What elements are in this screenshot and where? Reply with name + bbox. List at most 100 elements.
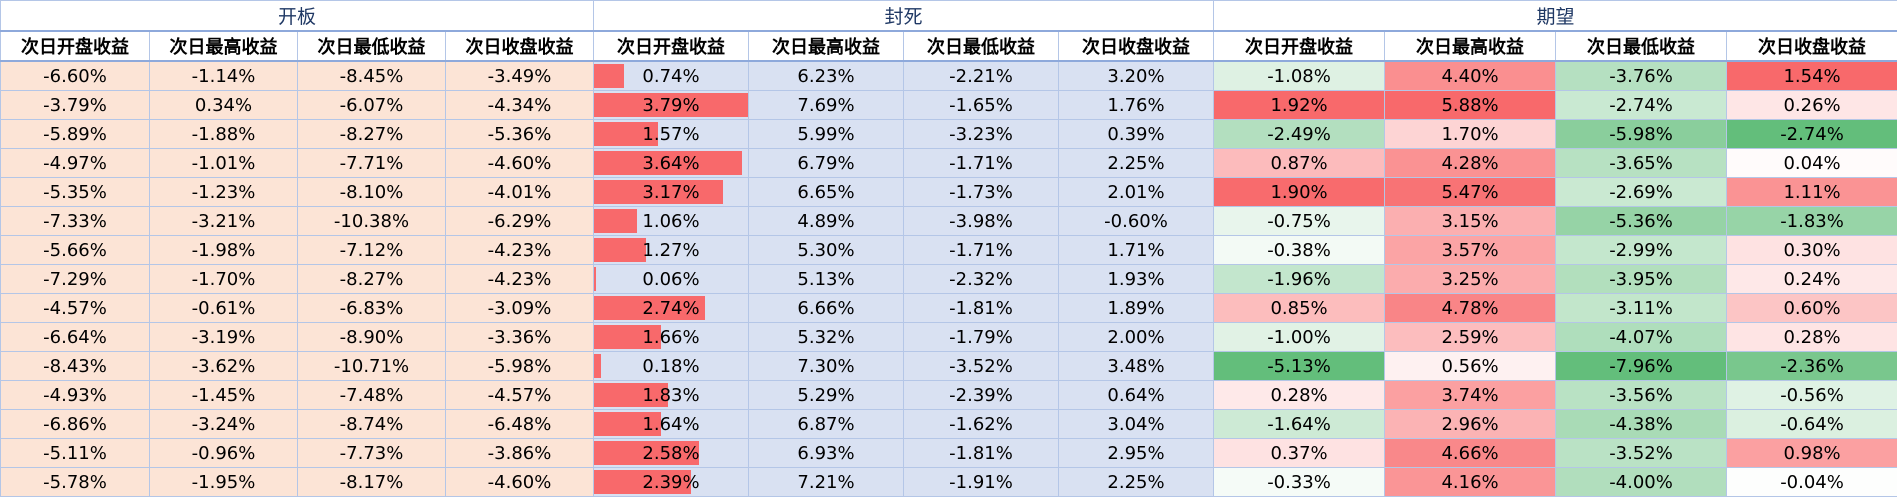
cell-value: 0.74%	[642, 65, 700, 87]
table-cell: -8.74%	[297, 409, 446, 439]
table-cell: 5.99%	[748, 119, 905, 149]
table-cell: -1.95%	[149, 467, 298, 497]
table-cell: -1.98%	[149, 235, 298, 265]
table-cell: -8.43%	[0, 351, 150, 381]
data-bar	[594, 325, 662, 349]
table-cell: -2.36%	[1726, 351, 1897, 381]
table-cell: 2.58%	[593, 438, 750, 468]
table-cell: 3.25%	[1384, 264, 1557, 294]
table-cell: -3.79%	[0, 90, 150, 120]
table-cell: -1.08%	[1213, 60, 1386, 91]
table-cell: -5.98%	[1555, 119, 1728, 149]
table-cell: -3.76%	[1555, 60, 1728, 91]
table-cell: 0.28%	[1726, 322, 1897, 352]
data-bar	[594, 470, 692, 494]
table-cell: 0.74%	[593, 60, 750, 91]
table-cell: -7.71%	[297, 148, 446, 178]
table-cell: 1.11%	[1726, 177, 1897, 207]
cell-value: 1.83%	[642, 384, 700, 406]
data-bar	[594, 238, 646, 262]
table-cell: 1.64%	[593, 409, 750, 439]
table-cell: 0.98%	[1726, 438, 1897, 468]
table-cell: 7.69%	[748, 90, 905, 120]
table-cell: -6.60%	[0, 60, 150, 91]
data-bar	[594, 151, 742, 175]
table-cell: -5.11%	[0, 438, 150, 468]
cell-value: 1.66%	[642, 326, 700, 348]
table-row: -6.64% -3.19% -8.90% -3.36% 1.66% 5.32% -1.79%…	[0, 322, 1897, 352]
table-cell: -2.99%	[1555, 235, 1728, 265]
table-cell: -5.36%	[1555, 206, 1728, 236]
table-cell: -1.81%	[903, 438, 1060, 468]
table-cell: 1.83%	[593, 380, 750, 410]
table-cell: -10.38%	[297, 206, 446, 236]
cell-value: 1.57%	[642, 123, 700, 145]
column-header: 次日最低收益	[297, 30, 446, 62]
table-cell: 2.25%	[1058, 148, 1215, 178]
table-cell: -5.89%	[0, 119, 150, 149]
cell-value: 2.39%	[642, 471, 700, 493]
column-header: 次日收盘收益	[1726, 30, 1897, 62]
table-cell: -7.73%	[297, 438, 446, 468]
cell-value: 1.64%	[642, 413, 700, 435]
table-cell: -7.96%	[1555, 351, 1728, 381]
table-row: -6.86% -3.24% -8.74% -6.48% 1.64% 6.87% -1.62%…	[0, 409, 1897, 439]
table-cell: -4.38%	[1555, 409, 1728, 439]
cell-value: 1.27%	[642, 239, 700, 261]
table-cell: 3.20%	[1058, 60, 1215, 91]
table-row: -4.97% -1.01% -7.71% -4.60% 3.64% 6.79% -1.71%…	[0, 148, 1897, 178]
table-cell: 1.06%	[593, 206, 750, 236]
table-body: -6.60% -1.14% -8.45% -3.49% 0.74% 6.23% -2.21%…	[0, 60, 1897, 497]
table-cell: 3.17%	[593, 177, 750, 207]
table-cell: -6.07%	[297, 90, 446, 120]
table-cell: 2.95%	[1058, 438, 1215, 468]
data-bar	[594, 441, 699, 465]
table-cell: 0.37%	[1213, 438, 1386, 468]
table-cell: 0.18%	[593, 351, 750, 381]
table-cell: -3.98%	[903, 206, 1060, 236]
table-cell: -1.23%	[149, 177, 298, 207]
table-cell: -6.64%	[0, 322, 150, 352]
table-cell: -3.36%	[444, 322, 595, 352]
table-cell: -5.98%	[444, 351, 595, 381]
data-bar	[594, 122, 658, 146]
table-cell: 4.40%	[1384, 60, 1557, 91]
table-cell: -2.39%	[903, 380, 1060, 410]
column-header: 次日开盘收益	[593, 30, 750, 62]
cell-value: 3.17%	[642, 181, 700, 203]
group-header-kaiban: 开板	[0, 0, 595, 32]
table-cell: -5.66%	[0, 235, 150, 265]
table-cell: -1.88%	[149, 119, 298, 149]
table-cell: -1.73%	[903, 177, 1060, 207]
table-cell: 1.27%	[593, 235, 750, 265]
group-header-qiwang: 期望	[1213, 0, 1897, 32]
table-row: -3.79% 0.34% -6.07% -4.34% 3.79% 7.69% -1.65% 1…	[0, 90, 1897, 120]
table-row: -5.66% -1.98% -7.12% -4.23% 1.27% 5.30% -1.71%…	[0, 235, 1897, 265]
table-row: -5.78% -1.95% -8.17% -4.60% 2.39% 7.21% -1.91%…	[0, 467, 1897, 497]
table-cell: -5.36%	[444, 119, 595, 149]
table-cell: -1.79%	[903, 322, 1060, 352]
table-cell: -2.49%	[1213, 119, 1386, 149]
table-cell: -3.24%	[149, 409, 298, 439]
group-header-row: 开板 封死 期望	[0, 0, 1897, 32]
table-row: -7.33% -3.21% -10.38% -6.29% 1.06% 4.89% -3.98…	[0, 206, 1897, 236]
data-bar	[594, 354, 602, 378]
table-cell: 1.89%	[1058, 293, 1215, 323]
table-cell: 6.79%	[748, 148, 905, 178]
table-cell: -8.10%	[297, 177, 446, 207]
table-cell: -0.04%	[1726, 467, 1897, 497]
table-row: -6.60% -1.14% -8.45% -3.49% 0.74% 6.23% -2.21%…	[0, 60, 1897, 91]
table-cell: 0.39%	[1058, 119, 1215, 149]
cell-value: 1.06%	[642, 210, 700, 232]
table-cell: 6.93%	[748, 438, 905, 468]
table-cell: 0.85%	[1213, 293, 1386, 323]
table-cell: -6.48%	[444, 409, 595, 439]
data-bar	[594, 64, 625, 88]
table-cell: 6.66%	[748, 293, 905, 323]
table-cell: -3.95%	[1555, 264, 1728, 294]
table-cell: 3.79%	[593, 90, 750, 120]
table-cell: -0.75%	[1213, 206, 1386, 236]
table-cell: -2.74%	[1726, 119, 1897, 149]
table-cell: -7.33%	[0, 206, 150, 236]
table-cell: -5.78%	[0, 467, 150, 497]
